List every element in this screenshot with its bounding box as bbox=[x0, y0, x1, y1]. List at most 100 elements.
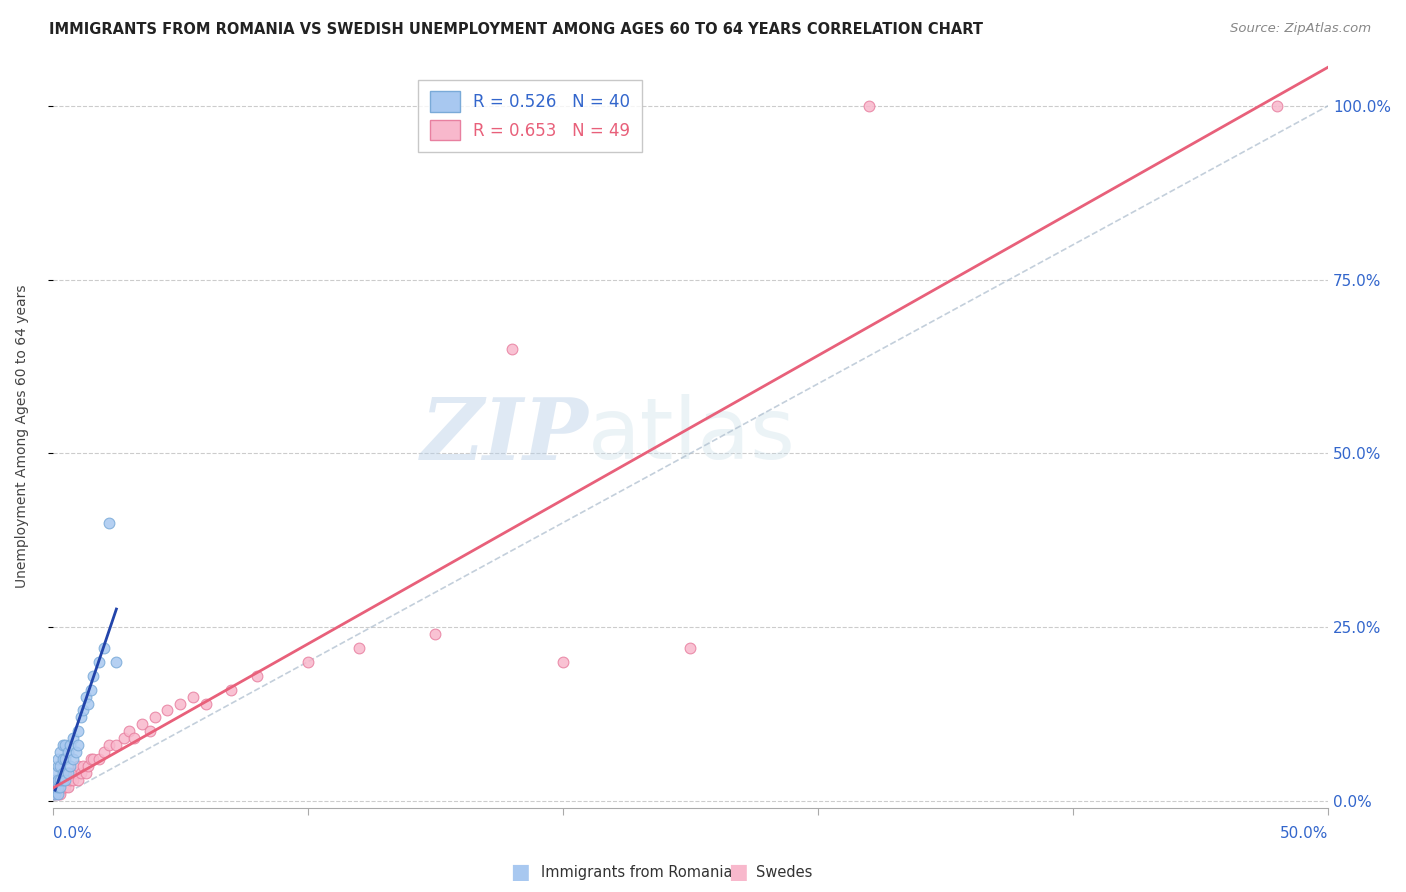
Point bbox=[44, 780, 66, 794]
Point bbox=[56, 766, 79, 780]
Point bbox=[59, 759, 82, 773]
Point bbox=[80, 752, 103, 766]
Point bbox=[67, 772, 90, 787]
Point bbox=[219, 682, 242, 697]
Point bbox=[49, 745, 72, 759]
Point bbox=[49, 759, 72, 773]
Point bbox=[46, 772, 69, 787]
Point bbox=[46, 752, 69, 766]
Point bbox=[44, 772, 66, 787]
Point bbox=[75, 690, 97, 704]
Point bbox=[62, 752, 84, 766]
Point bbox=[69, 710, 91, 724]
Text: Immigrants from Romania: Immigrants from Romania bbox=[541, 865, 733, 880]
Point bbox=[65, 766, 87, 780]
Point bbox=[93, 640, 115, 655]
Point bbox=[52, 780, 75, 794]
Point bbox=[97, 738, 120, 752]
Point bbox=[52, 752, 75, 766]
Point bbox=[59, 738, 82, 752]
Point bbox=[169, 697, 191, 711]
Point bbox=[69, 766, 91, 780]
Point bbox=[53, 738, 76, 752]
Point bbox=[56, 745, 79, 759]
Point bbox=[53, 772, 76, 787]
Point bbox=[138, 724, 160, 739]
Point bbox=[82, 669, 104, 683]
Point bbox=[118, 724, 141, 739]
Point bbox=[67, 759, 90, 773]
Text: 50.0%: 50.0% bbox=[1279, 826, 1329, 841]
Point bbox=[46, 787, 69, 801]
Point bbox=[194, 697, 217, 711]
Point bbox=[246, 669, 269, 683]
Point bbox=[44, 780, 66, 794]
Point bbox=[131, 717, 153, 731]
Point bbox=[82, 752, 104, 766]
Point bbox=[112, 731, 135, 746]
Point bbox=[87, 655, 110, 669]
Point bbox=[93, 745, 115, 759]
Point bbox=[297, 655, 319, 669]
Text: Source: ZipAtlas.com: Source: ZipAtlas.com bbox=[1230, 22, 1371, 36]
Point bbox=[56, 766, 79, 780]
Text: Swedes: Swedes bbox=[756, 865, 813, 880]
Point bbox=[53, 752, 76, 766]
Point bbox=[1265, 99, 1288, 113]
Text: IMMIGRANTS FROM ROMANIA VS SWEDISH UNEMPLOYMENT AMONG AGES 60 TO 64 YEARS CORREL: IMMIGRANTS FROM ROMANIA VS SWEDISH UNEMP… bbox=[49, 22, 983, 37]
Point bbox=[56, 780, 79, 794]
Text: 0.0%: 0.0% bbox=[52, 826, 91, 841]
Point bbox=[122, 731, 145, 746]
Point bbox=[67, 724, 90, 739]
Point bbox=[44, 787, 66, 801]
Point bbox=[67, 738, 90, 752]
Point bbox=[49, 780, 72, 794]
Point bbox=[551, 655, 574, 669]
Point bbox=[44, 766, 66, 780]
Point bbox=[44, 787, 66, 801]
Legend: R = 0.526   N = 40, R = 0.653   N = 49: R = 0.526 N = 40, R = 0.653 N = 49 bbox=[418, 79, 641, 153]
Point bbox=[77, 759, 100, 773]
Point bbox=[52, 766, 75, 780]
Point bbox=[46, 759, 69, 773]
Point bbox=[59, 766, 82, 780]
Point bbox=[97, 516, 120, 530]
Point bbox=[501, 342, 523, 356]
Point bbox=[425, 627, 447, 641]
Point bbox=[53, 772, 76, 787]
Point bbox=[46, 772, 69, 787]
Point bbox=[62, 772, 84, 787]
Point bbox=[44, 780, 66, 794]
Point bbox=[75, 766, 97, 780]
Point bbox=[80, 682, 103, 697]
Point bbox=[49, 780, 72, 794]
Point bbox=[65, 745, 87, 759]
Point bbox=[72, 759, 94, 773]
Point bbox=[49, 787, 72, 801]
Point bbox=[679, 640, 702, 655]
Point bbox=[858, 99, 880, 113]
Point bbox=[62, 731, 84, 746]
Text: ■: ■ bbox=[728, 863, 748, 882]
Point bbox=[49, 772, 72, 787]
Text: atlas: atlas bbox=[588, 394, 796, 477]
Point bbox=[156, 703, 179, 717]
Point bbox=[143, 710, 166, 724]
Point bbox=[52, 738, 75, 752]
Point bbox=[46, 787, 69, 801]
Point bbox=[72, 703, 94, 717]
Point bbox=[52, 772, 75, 787]
Point bbox=[46, 780, 69, 794]
Point bbox=[46, 780, 69, 794]
Y-axis label: Unemployment Among Ages 60 to 64 years: Unemployment Among Ages 60 to 64 years bbox=[15, 285, 30, 588]
Point bbox=[347, 640, 370, 655]
Text: ZIP: ZIP bbox=[420, 394, 588, 477]
Point bbox=[53, 780, 76, 794]
Point bbox=[105, 655, 128, 669]
Point bbox=[87, 752, 110, 766]
Point bbox=[181, 690, 204, 704]
Point bbox=[105, 738, 128, 752]
Text: ■: ■ bbox=[510, 863, 530, 882]
Point bbox=[52, 772, 75, 787]
Point bbox=[59, 772, 82, 787]
